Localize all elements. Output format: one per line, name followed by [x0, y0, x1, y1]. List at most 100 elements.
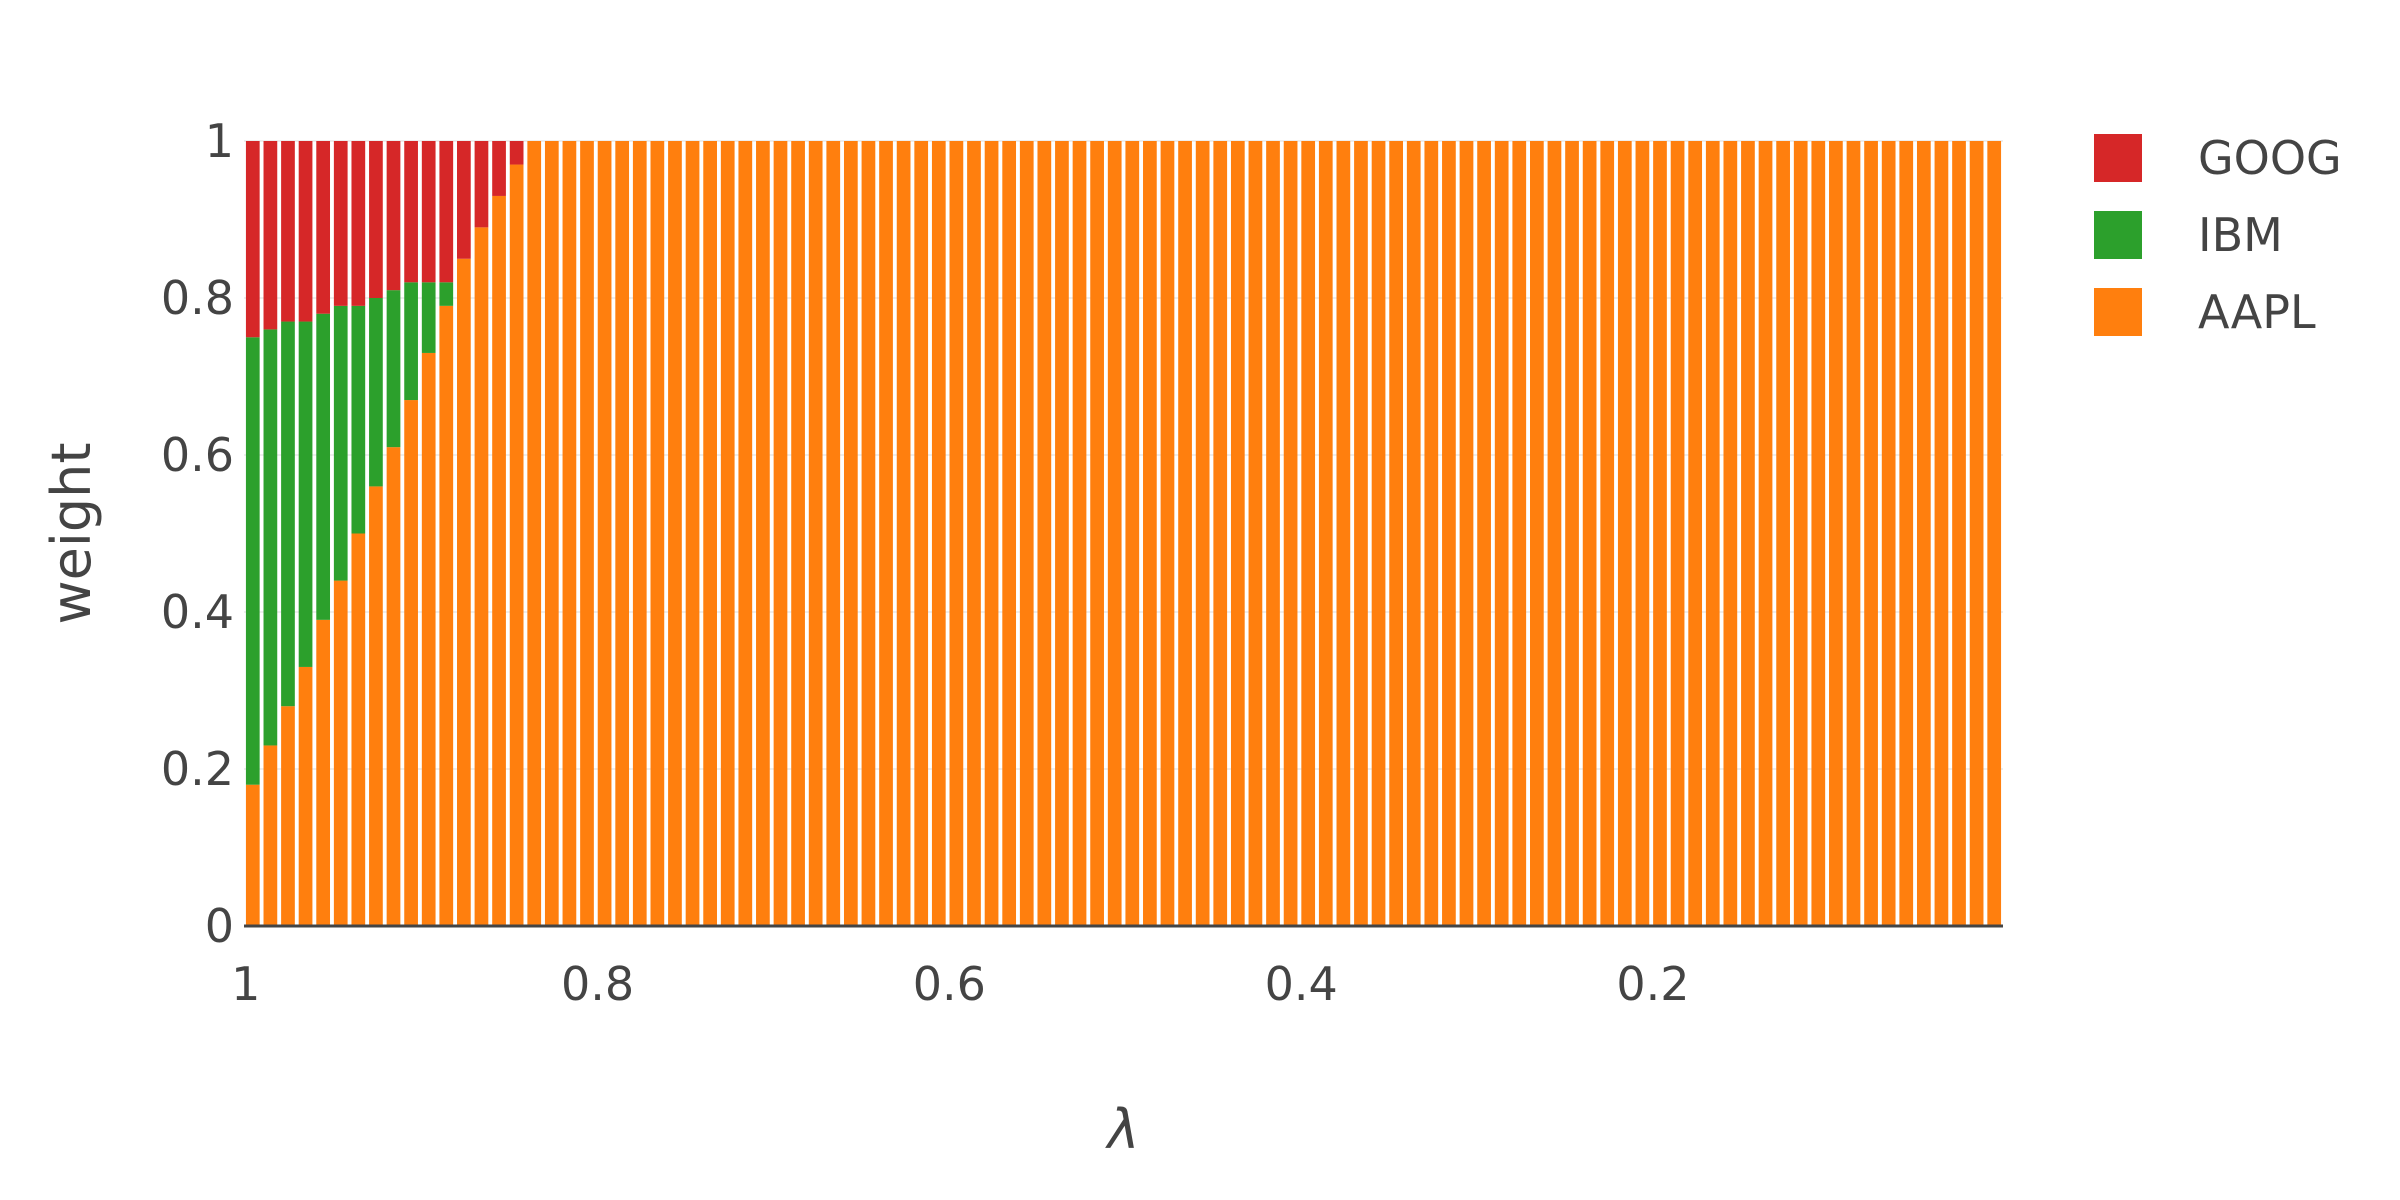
legend-swatch-aapl — [2094, 288, 2142, 336]
x-tick-label: 1 — [231, 957, 260, 1011]
x-tick-label: 0.6 — [913, 957, 986, 1011]
bar-ibm — [281, 321, 295, 707]
bar-aapl — [1653, 141, 1667, 926]
bar-aapl — [685, 141, 700, 926]
bar-aapl — [984, 141, 999, 926]
bar-aapl — [1635, 141, 1650, 926]
bar-ibm — [386, 290, 401, 448]
x-tick-label: 0.4 — [1265, 957, 1338, 1011]
bar-aapl — [1512, 141, 1527, 926]
bar-aapl — [298, 666, 313, 926]
bar-aapl — [1793, 141, 1808, 926]
bar-aapl — [1969, 141, 1984, 926]
legend-swatch-ibm — [2094, 211, 2142, 259]
bar-aapl — [1688, 141, 1703, 926]
bar-ibm — [439, 282, 454, 306]
bar-aapl — [1899, 141, 1914, 926]
bar-aapl — [1266, 141, 1280, 926]
bar-aapl — [861, 141, 876, 926]
bar-aapl — [1160, 141, 1175, 926]
bar-goog — [298, 141, 313, 322]
bar-aapl — [1336, 141, 1351, 926]
y-tick-label: 0.2 — [161, 742, 234, 796]
y-axis-title: weight — [40, 442, 103, 624]
bar-goog — [457, 141, 471, 259]
bar-aapl — [1195, 141, 1210, 926]
bar-aapl — [580, 141, 594, 926]
bar-aapl — [492, 195, 506, 926]
bar-aapl — [245, 784, 260, 926]
bar-aapl — [509, 164, 524, 927]
bar-goog — [474, 141, 489, 228]
bar-aapl — [1916, 141, 1931, 926]
bar-aapl — [773, 141, 788, 926]
bar-goog — [351, 141, 366, 306]
bar-aapl — [1705, 141, 1720, 926]
bar-aapl — [756, 141, 770, 926]
x-axis-title: λ — [1105, 1098, 1140, 1161]
bar-aapl — [896, 141, 911, 926]
bar-aapl — [333, 580, 348, 926]
bar-aapl — [1178, 141, 1192, 926]
bars-layer — [245, 141, 2002, 927]
bar-aapl — [967, 141, 981, 926]
bar-aapl — [544, 141, 559, 926]
y-axis-ticks: 0 0.2 0.4 0.6 0.8 1 — [161, 114, 234, 953]
bar-aapl — [808, 141, 823, 926]
bar-aapl — [632, 141, 647, 926]
bar-aapl — [1371, 141, 1386, 926]
bar-aapl — [1530, 141, 1544, 926]
bar-aapl — [1301, 141, 1316, 926]
bar-aapl — [1670, 141, 1685, 926]
bar-aapl — [791, 141, 805, 926]
bar-aapl — [1125, 141, 1140, 926]
bar-aapl — [369, 486, 383, 926]
legend-label-goog: GOOG — [2198, 131, 2342, 185]
bar-aapl — [668, 141, 682, 926]
legend: GOOG IBM AAPL — [2094, 131, 2342, 339]
bar-aapl — [1864, 141, 1878, 926]
bar-goog — [281, 141, 295, 322]
bar-aapl — [1477, 141, 1491, 926]
bar-aapl — [843, 141, 858, 926]
bar-aapl — [1987, 141, 2002, 926]
bar-goog — [316, 141, 331, 314]
bar-goog — [439, 141, 454, 283]
bar-aapl — [1565, 141, 1579, 926]
bar-aapl — [615, 141, 630, 926]
bar-aapl — [650, 141, 665, 926]
bar-aapl — [1143, 141, 1157, 926]
bar-goog — [421, 141, 436, 283]
bar-ibm — [351, 305, 366, 534]
bar-aapl — [1406, 141, 1421, 926]
bar-aapl — [1389, 141, 1403, 926]
bar-aapl — [1424, 141, 1439, 926]
bar-aapl — [1600, 141, 1615, 926]
bar-ibm — [421, 282, 436, 353]
bar-aapl — [421, 352, 436, 926]
bar-aapl — [457, 258, 471, 926]
bar-ibm — [333, 305, 348, 581]
bar-aapl — [879, 141, 893, 926]
y-tick-label: 0.8 — [161, 271, 234, 325]
bar-aapl — [826, 141, 841, 926]
bar-aapl — [597, 141, 612, 926]
bar-aapl — [1072, 141, 1087, 926]
bar-aapl — [1019, 141, 1034, 926]
bar-aapl — [1617, 141, 1632, 926]
bar-goog — [369, 141, 383, 298]
bar-goog — [404, 141, 418, 283]
bar-aapl — [1811, 141, 1826, 926]
bar-aapl — [1723, 141, 1738, 926]
bar-aapl — [1547, 141, 1562, 926]
bar-goog — [333, 141, 348, 306]
grid-lines — [244, 140, 2003, 770]
bar-aapl — [1107, 141, 1122, 926]
x-tick-label: 0.2 — [1616, 957, 1689, 1011]
bar-goog — [509, 141, 524, 165]
bar-aapl — [949, 141, 964, 926]
bar-aapl — [527, 141, 542, 926]
bar-aapl — [351, 533, 366, 926]
